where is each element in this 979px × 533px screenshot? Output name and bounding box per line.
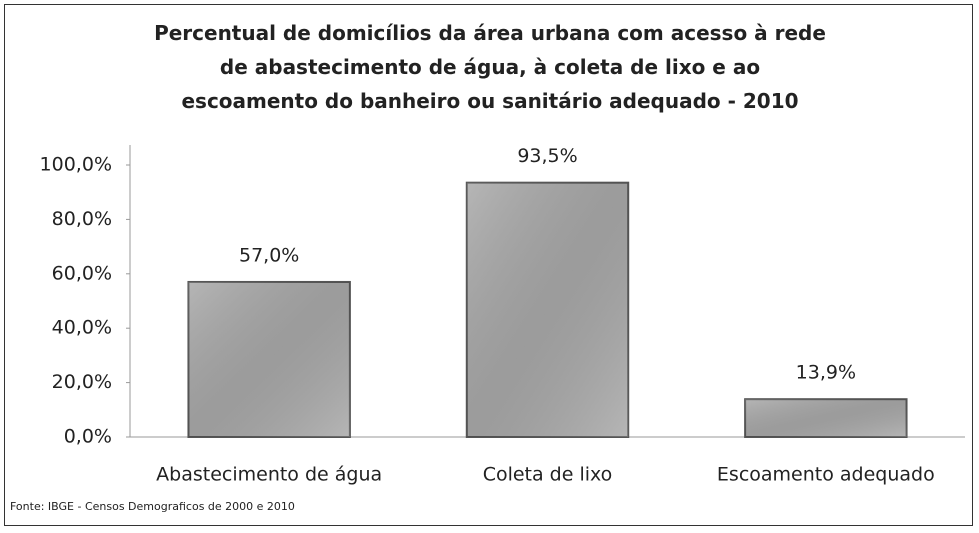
value-label: 93,5% [517, 145, 577, 167]
x-tick-label: Coleta de lixo [483, 464, 613, 486]
y-tick-label: 100,0% [40, 154, 112, 176]
y-tick-label: 80,0% [52, 208, 112, 230]
y-tick-label: 60,0% [52, 262, 112, 284]
y-tick-label: 20,0% [52, 371, 112, 393]
chart-title: Percentual de domicílios da área urbana … [154, 21, 826, 113]
y-tick-label: 0,0% [64, 426, 112, 448]
value-label: 57,0% [239, 244, 299, 266]
bar-texture [466, 182, 629, 437]
x-tick-label: Escoamento adequado [717, 464, 935, 486]
y-tick-label: 40,0% [52, 317, 112, 339]
bar-texture [188, 281, 350, 437]
source-note: Fonte: IBGE - Censos Demograficos de 200… [10, 500, 295, 513]
chart-frame [4, 4, 973, 526]
x-tick-label: Abastecimento de água [156, 464, 382, 486]
value-label: 13,9% [796, 362, 856, 384]
bar-texture [745, 399, 907, 437]
